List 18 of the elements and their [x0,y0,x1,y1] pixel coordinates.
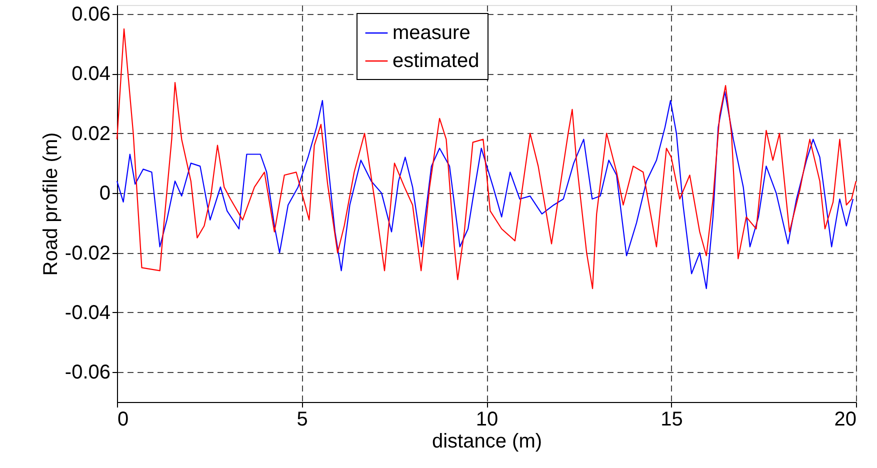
x-tick-label: 10 [476,408,498,430]
x-tick-label: 20 [834,408,856,430]
y-tick-label: -0.06 [64,362,110,384]
y-tick-label: -0.02 [64,242,110,264]
y-tick-label: 0.04 [72,63,110,86]
y-tick-label: -0.04 [64,302,110,324]
y-tick-label: 0.02 [72,122,110,145]
x-tick-label: 15 [660,408,683,430]
y-tick-label: 0.06 [72,3,110,26]
x-axis-title: distance (m) [432,430,542,452]
x-tick-label: 0 [118,408,129,430]
line-series [116,91,854,290]
y-axis-title: Road profile (m) [40,132,62,276]
line-series [116,28,857,290]
legend-label: measure [392,22,470,44]
legend-label: estimated [392,50,480,72]
x-tick-label: 5 [296,408,308,430]
y-tick-label: 0 [99,182,110,205]
